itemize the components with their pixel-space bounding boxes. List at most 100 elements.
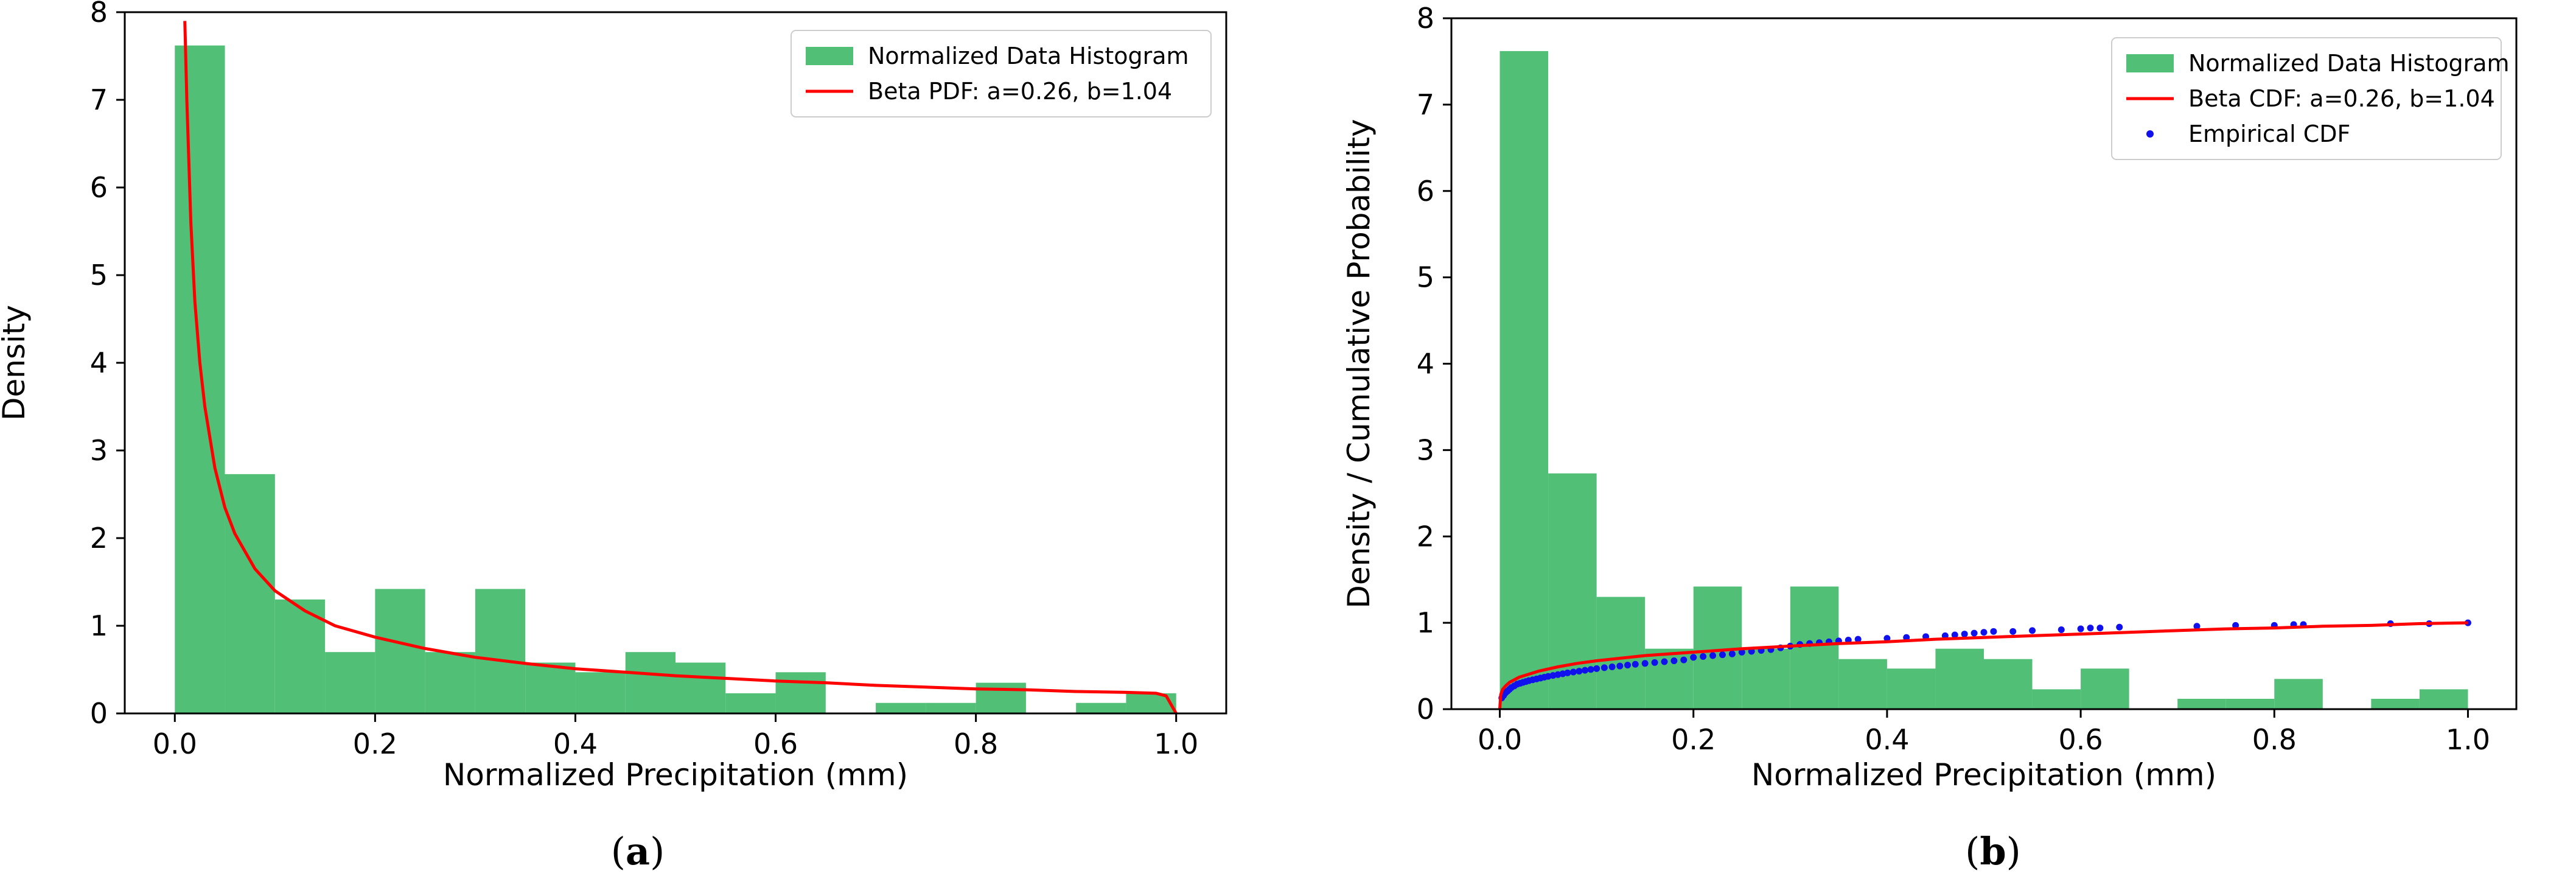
panel-label-paren: ( xyxy=(1965,829,1980,874)
ecdf-point-32 xyxy=(1641,660,1649,667)
legend-label: Normalized Data Histogram xyxy=(868,43,1189,69)
ecdf-point-29 xyxy=(1616,662,1624,670)
legend-label: Beta CDF: a=0.26, b=1.04 xyxy=(2188,85,2495,112)
panel-label-paren: ) xyxy=(2006,829,2021,874)
x-tick-label: 0.0 xyxy=(153,727,197,760)
y-tick-label: 8 xyxy=(90,0,108,29)
x-tick-label: 0.8 xyxy=(954,727,998,760)
x-tick-label: 0.6 xyxy=(2059,723,2103,756)
y-tick-label: 3 xyxy=(1417,433,1434,466)
ecdf-point-60 xyxy=(1961,631,1968,638)
y-tick-label: 1 xyxy=(1417,606,1434,639)
histogram-bar-7 xyxy=(1790,586,1839,709)
y-tick-label: 5 xyxy=(1417,261,1434,294)
ecdf-point-26 xyxy=(1593,665,1600,672)
histogram-bar-10 xyxy=(1935,648,1984,709)
ecdf-point-54 xyxy=(1854,636,1862,643)
legend-swatch-histogram xyxy=(806,47,853,65)
y-tick-label: 6 xyxy=(90,171,108,204)
x-tick-label: 0.8 xyxy=(2252,723,2297,756)
ecdf-point-71 xyxy=(2193,623,2201,630)
histogram-bar-8 xyxy=(525,662,576,713)
ecdf-point-25 xyxy=(1587,666,1594,673)
histogram-bar-3 xyxy=(1596,597,1646,709)
histogram-bar-8 xyxy=(1838,659,1887,709)
y-tick-label: 2 xyxy=(90,522,108,555)
histogram-bar-15 xyxy=(876,702,926,713)
y-tick-label: 1 xyxy=(90,609,108,642)
ecdf-point-24 xyxy=(1582,667,1589,674)
histogram-bar-16 xyxy=(926,702,976,713)
x-tick-label: 0.4 xyxy=(553,727,598,760)
ecdf-point-23 xyxy=(1576,668,1583,675)
histogram-bar-7 xyxy=(475,589,526,713)
legend-label: Empirical CDF xyxy=(2188,121,2350,147)
ecdf-point-72 xyxy=(2232,622,2239,629)
panel-label: (a) xyxy=(611,829,665,874)
ecdf-point-38 xyxy=(1700,653,1707,660)
legend-label: Beta PDF: a=0.26, b=1.04 xyxy=(868,78,1172,105)
histogram-bar-12 xyxy=(725,693,776,713)
histogram-bar-9 xyxy=(575,672,626,713)
y-axis-label: Density / Cumulative Probability xyxy=(1341,119,1377,608)
beta-pdf-line xyxy=(183,21,1178,715)
histogram-bar-4 xyxy=(325,652,375,713)
histogram-bar-15 xyxy=(2177,698,2226,709)
ecdf-point-30 xyxy=(1624,662,1632,669)
y-tick-label: 4 xyxy=(90,346,108,379)
ecdf-point-63 xyxy=(1990,628,1997,635)
x-axis-label: Normalized Precipitation (mm) xyxy=(443,757,908,793)
beta-cdf-line xyxy=(1498,621,2468,710)
y-tick-label: 4 xyxy=(1417,348,1434,380)
histogram-bar-20 xyxy=(2419,689,2468,709)
legend-swatch-histogram xyxy=(2126,54,2174,72)
ecdf-point-59 xyxy=(1951,631,1958,639)
y-tick-label: 8 xyxy=(1417,2,1434,35)
histogram-bar-13 xyxy=(775,672,826,713)
legend-swatch-points xyxy=(2146,130,2154,138)
histogram-bar-6 xyxy=(425,652,475,713)
histogram-bar-1 xyxy=(1499,51,1549,710)
x-tick-label: 1.0 xyxy=(2446,723,2490,756)
chart-panel-b: 0.0 0.2 0.4 0.6 0.8 1.0 0 1 2 3 4 5 6 7 8 Normalized Pr… xyxy=(1341,2,2518,874)
histogram-bar-17 xyxy=(976,682,1026,713)
panel-label-paren: ) xyxy=(650,829,665,874)
ecdf-point-42 xyxy=(1738,648,1745,656)
histogram-bar-16 xyxy=(2225,698,2275,709)
histogram-bar-6 xyxy=(1742,648,1790,709)
ecdf-point-66 xyxy=(2058,626,2065,633)
histogram-bar-12 xyxy=(2032,689,2081,709)
x-tick-label: 0.6 xyxy=(753,727,798,760)
legend: Normalized Data Histogram Beta PDF: a=0.2… xyxy=(791,30,1212,117)
panel-label-letter: a xyxy=(626,829,650,874)
y-tick-label: 0 xyxy=(1417,693,1434,726)
histogram-bar-5 xyxy=(375,589,425,713)
ecdf-point-36 xyxy=(1680,656,1688,664)
x-tick-label: 1.0 xyxy=(1154,727,1198,760)
ecdf-point-41 xyxy=(1728,650,1736,657)
histogram-bar-9 xyxy=(1887,668,1936,709)
ecdf-point-62 xyxy=(1980,629,1988,636)
y-axis-label: Density xyxy=(0,305,32,421)
histogram-bar-11 xyxy=(1984,659,2033,709)
ecdf-point-21 xyxy=(1564,669,1571,676)
y-tick-label: 5 xyxy=(90,259,108,292)
legend: Normalized Data Histogram Beta CDF: a=0.2… xyxy=(2111,37,2510,160)
histogram-bar-13 xyxy=(2081,668,2129,709)
y-tick-label: 3 xyxy=(90,434,108,467)
ecdf-point-35 xyxy=(1670,657,1678,665)
histogram-bar-17 xyxy=(2274,679,2323,709)
histogram-bar-19 xyxy=(2371,698,2420,709)
histogram-bar-20 xyxy=(1126,693,1176,713)
legend-box xyxy=(791,30,1212,117)
histogram-bar-3 xyxy=(274,599,326,713)
y-tick-label: 7 xyxy=(90,83,108,116)
ecdf-point-67 xyxy=(2077,625,2084,632)
legend-box xyxy=(2111,37,2502,160)
y-tick-label: 6 xyxy=(1417,175,1434,208)
ecdf-point-31 xyxy=(1632,660,1639,668)
x-tick-label: 0.2 xyxy=(353,727,397,760)
legend-label: Normalized Data Histogram xyxy=(2188,50,2510,77)
ecdf-point-69 xyxy=(2096,625,2104,632)
